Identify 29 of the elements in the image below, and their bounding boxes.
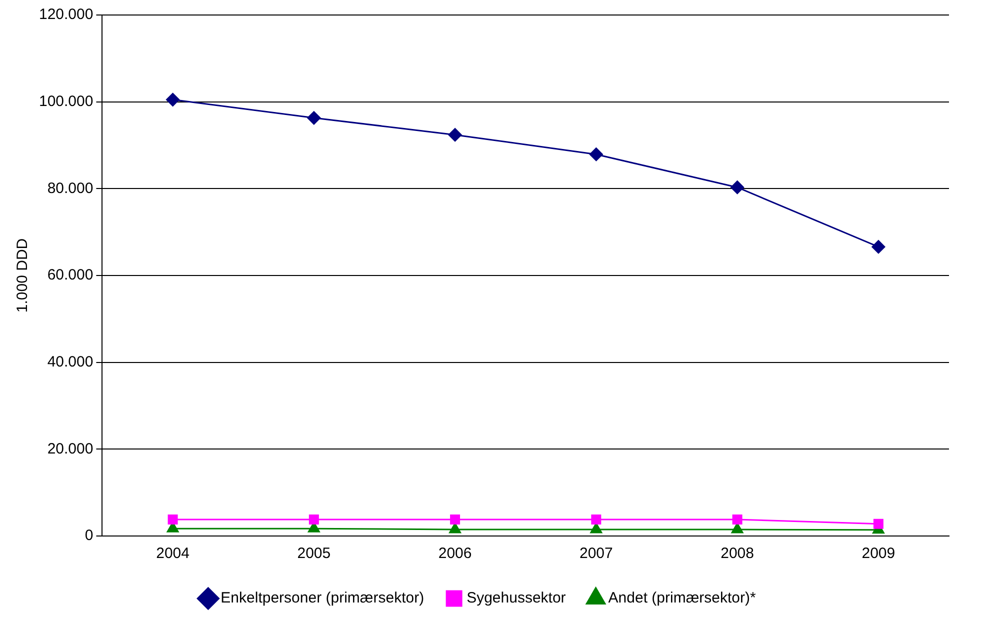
point [168,514,178,524]
y-tick-label: 20.000 [47,440,94,458]
y-tick-label: 120.000 [38,6,94,24]
x-tick-label: 2005 [297,545,331,562]
y-tick-label: 100.000 [38,92,94,110]
y-tick-label: 80.000 [47,180,94,197]
point [872,240,886,254]
y-tick-label: 60.000 [47,266,94,284]
point [450,514,460,524]
x-tick-label: 2007 [579,545,613,562]
point [307,111,321,125]
y-axis-title: 1.000 DDD [14,238,32,313]
point [873,518,884,529]
x-tick-label: 2004 [156,545,190,562]
point [166,92,180,106]
x-tick-label: 2009 [862,545,896,562]
point [591,514,602,524]
point [732,514,742,524]
legend-label: Andet (primærsektor)* [608,590,756,607]
legend-label: Enkeltpersoner (primærsektor) [220,590,424,607]
legend-label: Sygehussektor [466,590,566,607]
x-tick-label: 2008 [720,545,754,562]
x-tick-label: 2006 [438,545,472,562]
point [448,128,462,142]
y-tick-label: 0 [84,527,94,544]
point [730,180,744,194]
y-tick-label: 40.000 [47,353,94,370]
point [589,148,603,162]
point [308,514,319,524]
